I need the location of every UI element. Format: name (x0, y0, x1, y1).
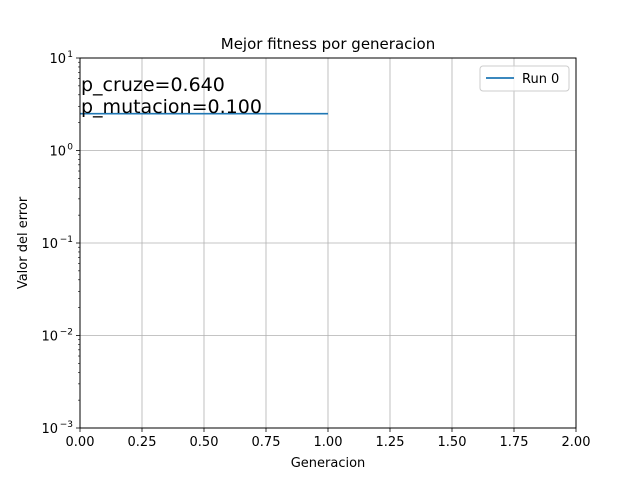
y-tick-base: 10 (49, 52, 66, 67)
y-axis-label: Valor del error (16, 196, 31, 289)
legend-label-run-0: Run 0 (522, 72, 559, 87)
y-tick-base: 10 (41, 422, 58, 437)
y-tick-base: 10 (41, 237, 58, 252)
y-tick-label: 110 (49, 50, 73, 67)
x-tick-label: 0.50 (190, 435, 219, 450)
y-tick-exponent: −1 (60, 235, 73, 245)
x-tick-label: 0.00 (66, 435, 95, 450)
chart-title: Mejor fitness por generacion (221, 35, 436, 53)
x-tick-label: 0.75 (252, 435, 281, 450)
y-tick-exponent: −3 (60, 420, 73, 430)
legend-box (479, 65, 570, 92)
y-tick-label: −310 (41, 420, 73, 437)
x-tick-label: 1.50 (438, 435, 467, 450)
y-tick-exponent: 0 (67, 143, 73, 153)
y-tick-base: 10 (41, 330, 58, 345)
annotation-p-cruze: p_cruze=0.640 (81, 74, 225, 96)
x-tick-label: 1.00 (314, 435, 343, 450)
x-tick-label: 0.25 (128, 435, 157, 450)
y-tick-base: 10 (49, 145, 66, 160)
x-tick-label: 1.75 (500, 435, 529, 450)
y-tick-label: −210 (41, 328, 73, 345)
annotation-p-mutacion: p_mutacion=0.100 (81, 96, 262, 118)
x-axis: 0.00 0.25 0.50 0.75 1.00 1.25 1.50 1.75 2.00 (66, 428, 591, 450)
y-tick-label: −110 (41, 235, 73, 252)
y-tick-exponent: −2 (60, 328, 73, 338)
x-tick-label: 1.25 (376, 435, 405, 450)
y-tick-exponent: 1 (67, 50, 73, 60)
y-tick-label: 010 (49, 143, 73, 160)
x-axis-label: Generacion (291, 456, 366, 471)
legend: Run 0 (479, 65, 570, 92)
x-tick-label: 2.00 (562, 435, 591, 450)
